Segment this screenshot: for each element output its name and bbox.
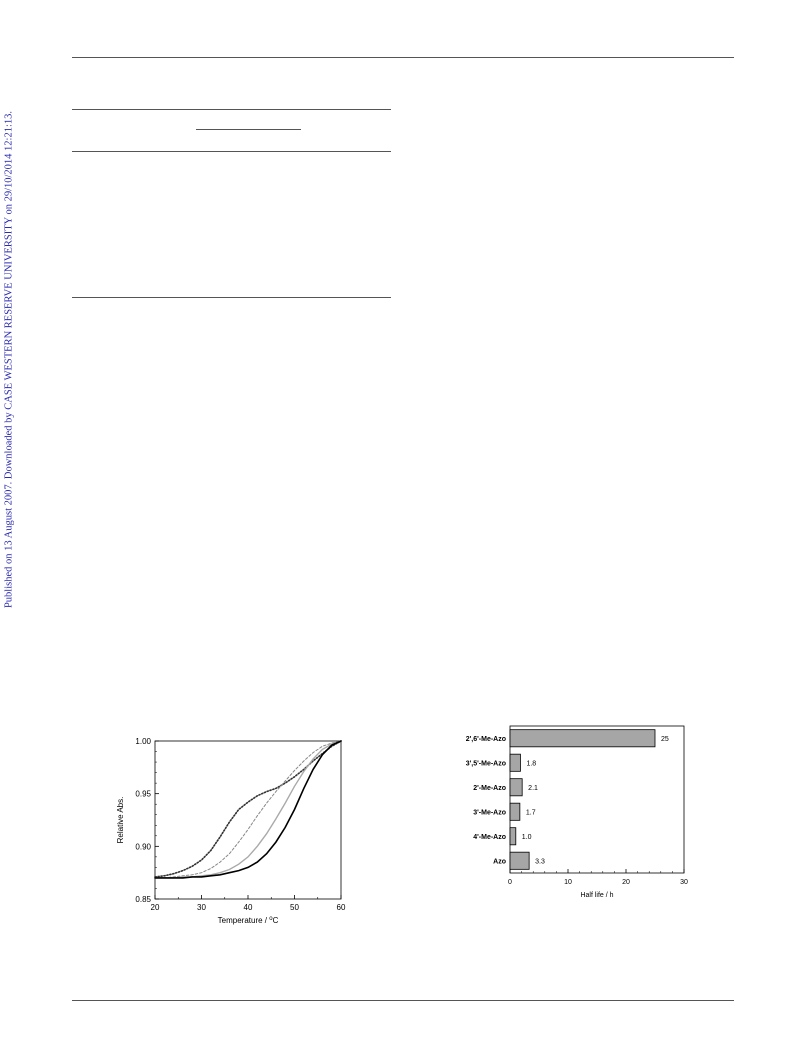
table-bottom-rule xyxy=(72,297,391,298)
category-label: 2'-Me-Azo xyxy=(473,785,506,792)
x-tick-label: 10 xyxy=(564,879,572,886)
series-line-4 xyxy=(154,740,342,879)
value-label: 1.0 xyxy=(522,834,532,841)
plot-frame xyxy=(509,725,685,874)
x-tick-label: 40 xyxy=(244,903,253,912)
y-tick-label: 0.95 xyxy=(135,790,151,799)
bar-2 xyxy=(509,753,521,772)
x-axis-label: Temperature / oC xyxy=(218,916,279,925)
footer-rule xyxy=(72,1000,734,1001)
x-tick-label: 0 xyxy=(508,879,512,886)
bar-6 xyxy=(509,851,530,870)
x-tick-label: 30 xyxy=(680,879,688,886)
relative-absorbance-chart: 20 30 40 50 60 0.85 0.90 0.95 1.00 Relative Abs.… xyxy=(116,737,346,925)
table-header-rule xyxy=(72,151,391,152)
x-axis-label: Half life / h xyxy=(580,892,613,899)
y-tick-label: 0.85 xyxy=(135,895,151,904)
x-tick-label: 50 xyxy=(290,903,299,912)
value-label: 2.1 xyxy=(528,785,538,792)
x-tick-label: 20 xyxy=(622,879,630,886)
bar-1 xyxy=(509,729,656,748)
series-line-2 xyxy=(154,740,342,879)
value-label: 1.8 xyxy=(526,760,536,767)
y-tick-label: 0.90 xyxy=(135,842,151,851)
value-label: 25 xyxy=(661,736,669,743)
half-life-chart: 2',6'-Me-Azo 25 3',5'-Me-Azo 1.8 2'-Me-Azo 2.… xyxy=(466,725,688,899)
x-tick-label: 30 xyxy=(197,903,206,912)
x-tick-label: 60 xyxy=(337,903,346,912)
publication-note: Published on 13 August 2007. Downloaded … xyxy=(3,110,15,609)
x-tick-label: 20 xyxy=(151,903,160,912)
category-label: 3'-Me-Azo xyxy=(473,809,506,816)
category-label: Azo xyxy=(493,858,506,865)
y-axis-label: Relative Abs. xyxy=(116,797,125,844)
bar-3 xyxy=(509,778,523,797)
bar-5 xyxy=(509,827,517,846)
value-label: 1.7 xyxy=(526,809,536,816)
category-label: 3',5'-Me-Azo xyxy=(466,760,506,767)
value-label: 3.3 xyxy=(535,858,545,865)
category-label: 4'-Me-Azo xyxy=(473,834,506,841)
table-top-rule xyxy=(72,109,391,110)
table-spanner-rule xyxy=(196,129,301,130)
header-rule xyxy=(72,57,734,58)
bar-4 xyxy=(509,802,521,821)
category-label: 2',6'-Me-Azo xyxy=(466,736,506,743)
y-tick-label: 1.00 xyxy=(135,737,151,746)
